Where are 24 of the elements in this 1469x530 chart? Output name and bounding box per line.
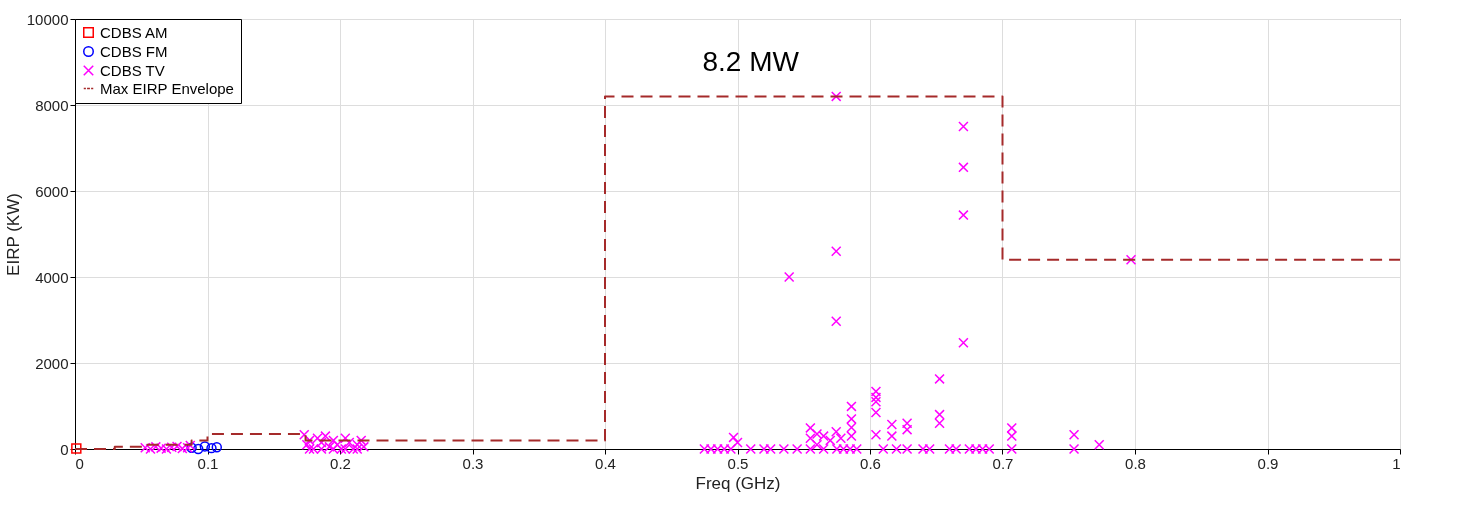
y-tick-label: 6000 [35,182,69,200]
x-axis-title: Freq (GHz) [695,473,781,493]
legend-label: CDBS TV [100,61,165,79]
x-tick-label: 0.6 [860,454,881,472]
x-tick-label: 0.7 [992,454,1014,472]
y-tick-label: 10000 [26,10,69,28]
legend-label: Max EIRP Envelope [100,79,234,97]
y-tick-label: 8000 [35,96,69,114]
y-axis-title: EIRP (KW) [3,193,23,276]
x-tick-label: 0.2 [330,454,351,472]
x-tick-label: 1 [1392,454,1401,472]
x-tick-label: 0.4 [595,454,616,472]
annotation: 8.2 MW [702,46,800,77]
y-tick-label: 0 [60,440,69,458]
x-tick-label: 0.1 [197,454,219,472]
x-tick-label: 0.8 [1125,454,1146,472]
x-tick-label: 0.9 [1257,454,1279,472]
y-tick-label: 4000 [35,268,69,286]
x-tick-label: 0 [75,454,84,472]
y-tick-label: 2000 [35,354,69,372]
legend-label: CDBS FM [100,42,168,60]
x-tick-label: 0.3 [462,454,484,472]
x-tick-label: 0.5 [727,454,749,472]
legend-label: CDBS AM [100,23,168,41]
